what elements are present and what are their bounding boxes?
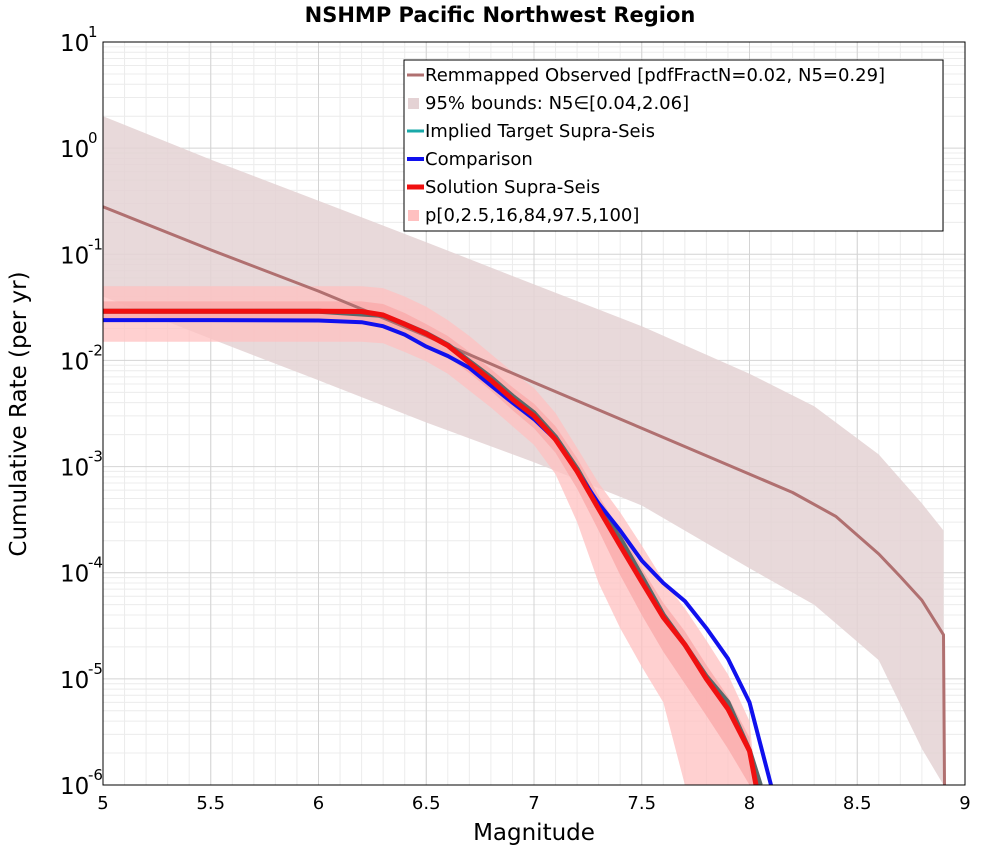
y-tick-base: 10 xyxy=(60,562,89,588)
legend: Remmapped Observed [pdfFractN=0.02, N5=0… xyxy=(403,59,944,232)
y-tick-label: 10-2 xyxy=(60,341,103,375)
legend-label: Comparison xyxy=(425,149,533,170)
legend-label: p[0,2.5,16,84,97.5,100] xyxy=(425,205,639,226)
x-tick-label: 5.5 xyxy=(196,793,225,814)
x-tick-label: 7.5 xyxy=(627,793,656,814)
legend-item: Remmapped Observed [pdfFractN=0.02, N5=0… xyxy=(407,65,885,86)
y-tick-exponent: -2 xyxy=(88,341,103,359)
y-tick-base: 10 xyxy=(60,31,89,57)
x-tick-label: 8 xyxy=(744,793,755,814)
legend-swatch xyxy=(408,98,419,109)
y-tick-exponent: 0 xyxy=(88,129,98,147)
legend-item: 95% bounds: N5∈[0.04,2.06] xyxy=(408,93,689,114)
y-tick-base: 10 xyxy=(60,243,89,269)
x-tick-label: 6.5 xyxy=(412,793,441,814)
observed-band-layer xyxy=(103,116,944,785)
y-tick-base: 10 xyxy=(60,349,89,375)
y-tick-label: 10-5 xyxy=(60,660,103,694)
legend-item: Implied Target Supra-Seis xyxy=(407,121,655,142)
y-axis-label: Cumulative Rate (per yr) xyxy=(6,271,32,556)
y-tick-label: 101 xyxy=(60,23,98,57)
observed-95pct-band xyxy=(103,116,944,785)
y-tick-exponent: -3 xyxy=(88,448,103,466)
y-tick-base: 10 xyxy=(60,456,89,482)
y-tick-label: 10-6 xyxy=(60,766,103,800)
y-tick-exponent: 1 xyxy=(88,23,98,41)
legend-label: 95% bounds: N5∈[0.04,2.06] xyxy=(425,93,689,114)
y-tick-label: 10-4 xyxy=(60,554,103,588)
legend-box xyxy=(403,59,944,232)
y-tick-label: 10-3 xyxy=(60,448,103,482)
legend-item: Solution Supra-Seis xyxy=(407,177,600,198)
series-line-observed xyxy=(103,205,946,785)
y-tick-base: 10 xyxy=(60,774,89,800)
series-line-solution xyxy=(103,308,759,785)
legend-label: Solution Supra-Seis xyxy=(425,177,600,198)
y-tick-base: 10 xyxy=(60,668,89,694)
y-tick-exponent: -6 xyxy=(88,766,103,784)
legend-label: Remmapped Observed [pdfFractN=0.02, N5=0… xyxy=(425,65,885,86)
series-layer xyxy=(103,205,946,785)
x-tick-label: 6 xyxy=(313,793,324,814)
plot-frame xyxy=(102,41,966,786)
legend-swatch xyxy=(408,210,419,221)
y-tick-exponent: -4 xyxy=(88,554,103,572)
y-tick-label: 10-1 xyxy=(60,235,103,269)
y-tick-base: 10 xyxy=(60,137,89,163)
y-tick-exponent: -1 xyxy=(88,235,103,253)
plot-area xyxy=(103,116,946,785)
x-tick-label: 8.5 xyxy=(843,793,872,814)
y-tick-label: 100 xyxy=(60,129,98,163)
x-tick-labels: 5 5.5 6 6.5 7 7.5 8 8.5 9 xyxy=(97,793,970,814)
x-tick-label: 9 xyxy=(959,793,970,814)
x-axis-label: Magnitude xyxy=(473,820,595,846)
legend-item: Comparison xyxy=(407,149,533,170)
chart-title: NSHMP Pacific Northwest Region xyxy=(305,3,696,27)
x-tick-label: 5 xyxy=(97,793,108,814)
x-tick-label: 7 xyxy=(528,793,539,814)
legend-item: p[0,2.5,16,84,97.5,100] xyxy=(408,205,639,226)
y-tick-exponent: -5 xyxy=(88,660,103,678)
legend-label: Implied Target Supra-Seis xyxy=(425,121,655,142)
